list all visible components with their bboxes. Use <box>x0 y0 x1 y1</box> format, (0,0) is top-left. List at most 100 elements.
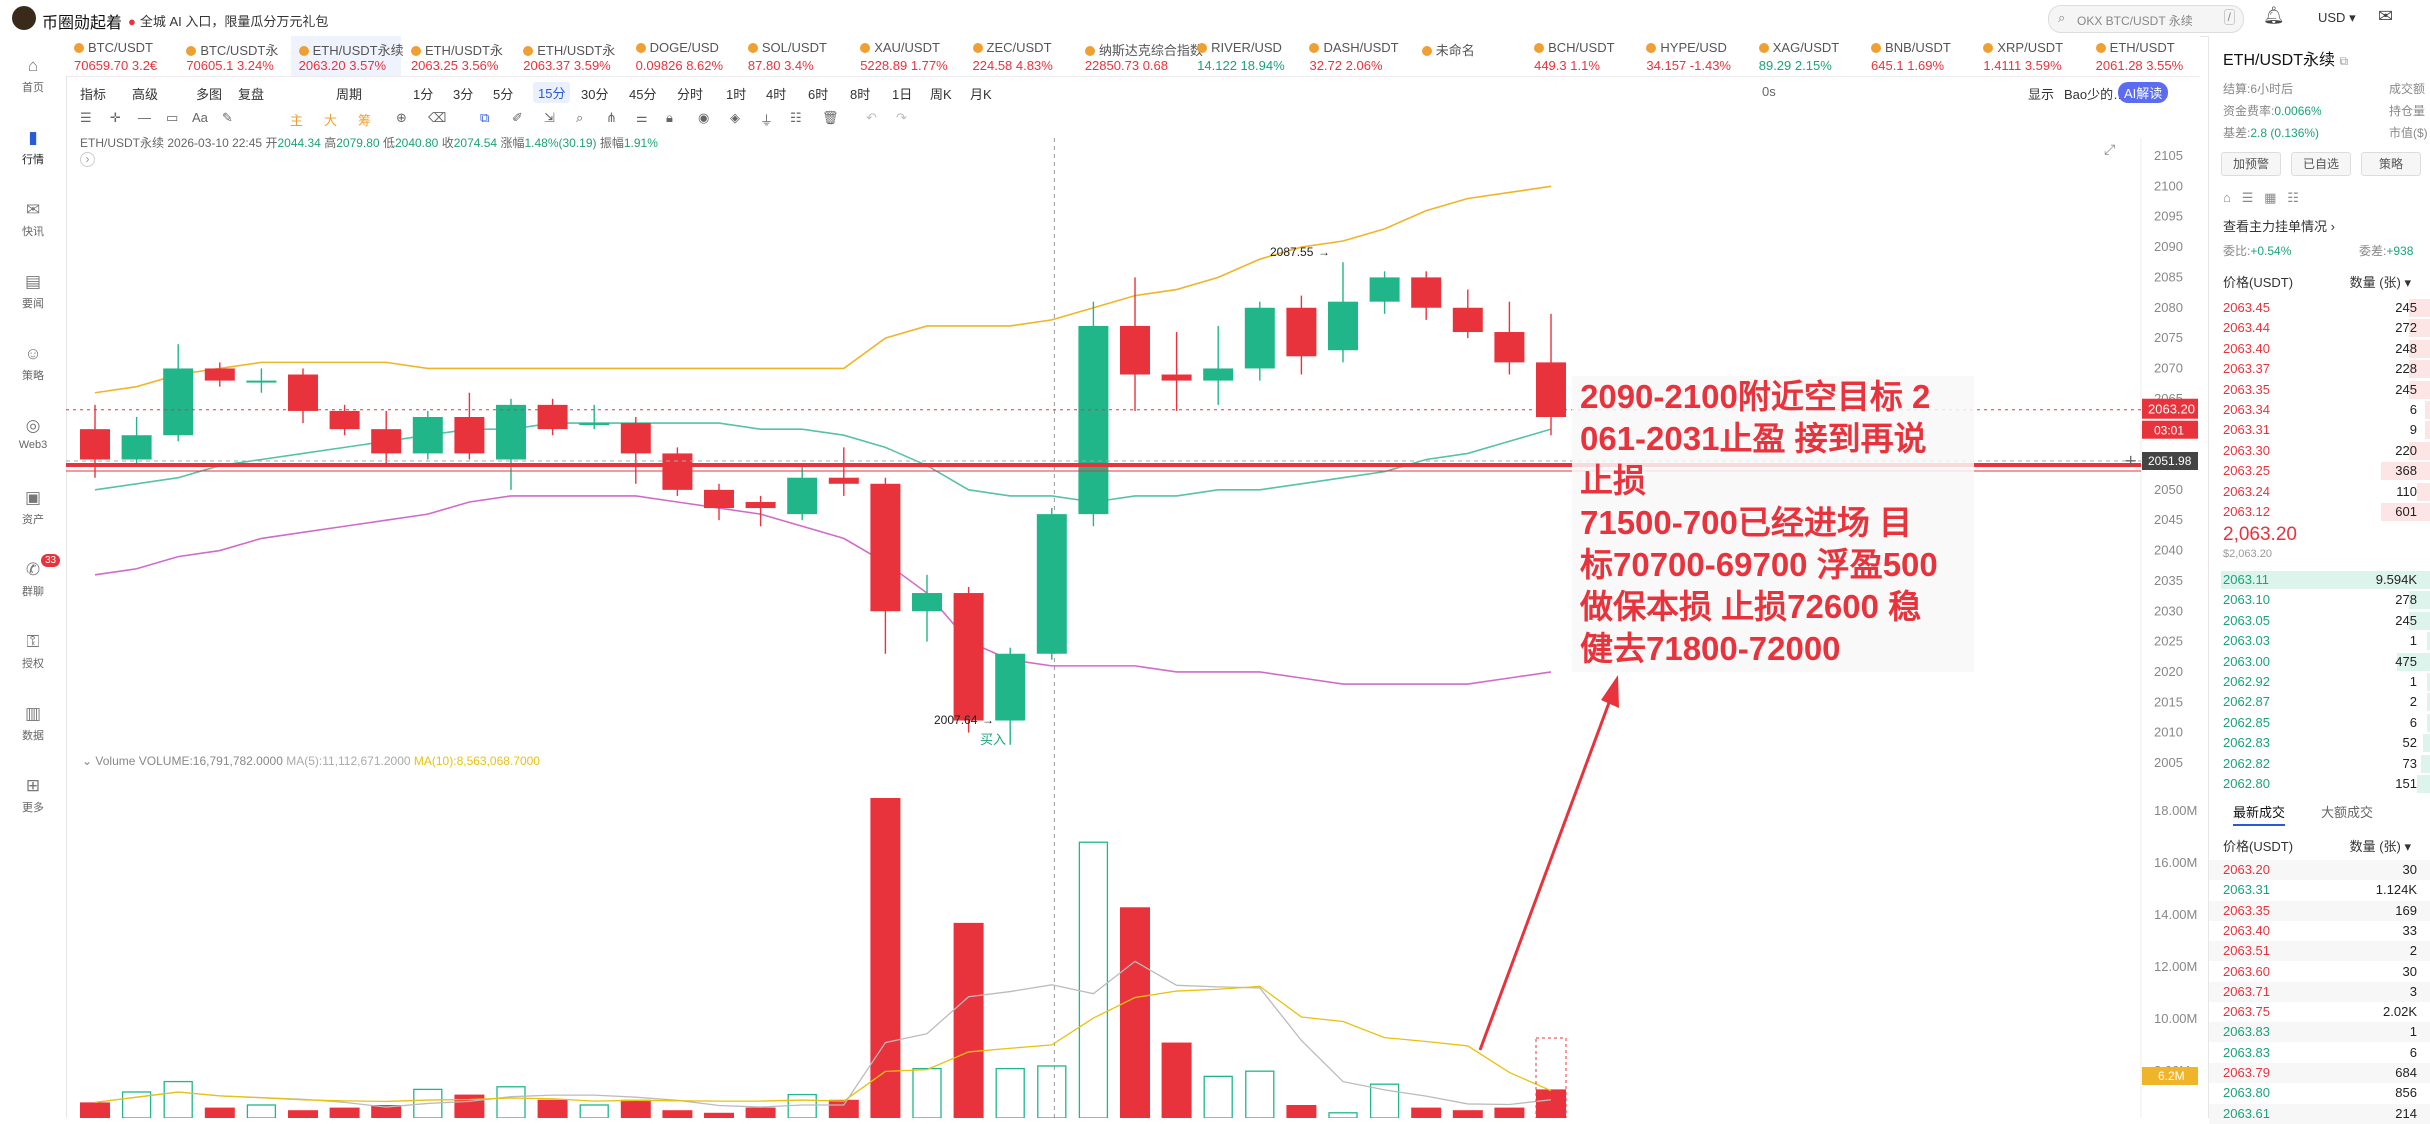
magnet-icon[interactable]: ⋔ <box>606 110 617 125</box>
toolbar-item-16[interactable]: 1日 <box>892 87 913 102</box>
volume-bar[interactable] <box>1494 1107 1525 1118</box>
candle-body[interactable] <box>329 410 360 430</box>
orderbook-row[interactable]: 2062.83 52 <box>2209 733 2430 753</box>
candle-body[interactable] <box>246 380 277 383</box>
ticker-tab[interactable]: BTC/USDT永 70605.1 3.24% <box>178 36 288 76</box>
crosshair-icon[interactable]: ✛ <box>110 110 121 125</box>
candle-body[interactable] <box>787 477 818 515</box>
candle-body[interactable] <box>412 417 443 454</box>
orderbook-row[interactable]: 2063.30 220 <box>2209 441 2430 461</box>
mail-icon[interactable]: ✉︎ <box>2378 6 2394 26</box>
volume-bar[interactable] <box>454 1094 485 1118</box>
volume-bar[interactable] <box>995 1067 1025 1118</box>
toolbar-item-11[interactable]: 分时 <box>677 87 704 102</box>
orderbook-qty-header[interactable]: 数量 (张) ▾ <box>2349 275 2411 290</box>
volume-bar[interactable] <box>288 1110 318 1118</box>
tab-latest-trades[interactable]: 最新成交 <box>2233 802 2286 826</box>
volume-bar[interactable] <box>1245 1070 1275 1118</box>
sidebar-item-10[interactable]: ⊞ 更多 <box>0 776 66 815</box>
annotation-arrow[interactable] <box>1478 691 1615 1051</box>
toolbar-item-2[interactable]: 多图 <box>196 87 223 102</box>
ticker-tab[interactable]: ZEC/USDT 224.58 4.83% <box>965 36 1075 76</box>
candle-body[interactable] <box>496 404 526 460</box>
candle-body[interactable] <box>870 483 901 612</box>
sidebar-item-3[interactable]: ▤ 要闻 <box>0 272 66 311</box>
sidebar-item-8[interactable]: ⚿ 授权 <box>0 632 66 671</box>
candle-body[interactable] <box>1328 301 1358 351</box>
favorited-button[interactable]: 已自选 <box>2291 152 2351 176</box>
orderbook-row[interactable]: 2062.87 2 <box>2209 692 2430 712</box>
candle-body[interactable] <box>579 423 610 426</box>
ticker-tab[interactable]: ETH/USDT永 2063.37 3.59% <box>515 36 625 76</box>
volume-bar[interactable] <box>1286 1104 1317 1118</box>
redo-icon[interactable]: ↷ <box>896 110 907 125</box>
fullscreen-icon[interactable]: ⤢ <box>2104 141 2115 157</box>
orderbook-row[interactable]: 2063.44 272 <box>2209 318 2430 338</box>
select-icon[interactable]: ⧉ <box>480 110 490 125</box>
menu-icon[interactable]: ☰ <box>80 110 92 125</box>
app-logo[interactable] <box>12 6 36 30</box>
toolbar-right-2[interactable]: Bao少的… <box>2064 87 2127 102</box>
pen-icon[interactable]: ✐ <box>512 110 523 125</box>
add-alert-button[interactable]: 加预警 <box>2221 152 2281 176</box>
search-input[interactable]: ⌕ OKX BTC/USDT 永续 / <box>2048 5 2244 33</box>
currency-select[interactable]: USD ▾ <box>2318 10 2356 25</box>
toolbar-item-9[interactable]: 30分 <box>581 87 609 102</box>
rect-tool-icon[interactable]: ▭ <box>166 110 179 125</box>
ticker-tab[interactable]: BTC/USDT 70659.70 3.2€ <box>66 36 176 76</box>
toolbar-right-0[interactable]: 0s <box>1762 84 1776 99</box>
ticker-tab[interactable]: ETH/USDT永续 2063.20 3.57% <box>290 36 404 76</box>
toolbar-item-4[interactable]: 周期 <box>336 87 363 102</box>
text-tool-icon[interactable]: Aa <box>192 110 208 125</box>
orderbook-row[interactable]: 2063.37 228 <box>2209 359 2430 379</box>
orderbook-row[interactable]: 2062.92 1 <box>2209 672 2430 692</box>
volume-bar[interactable] <box>204 1107 235 1118</box>
toolbar-item-5[interactable]: 1分 <box>413 87 434 102</box>
volume-bar[interactable] <box>1328 1112 1358 1118</box>
sidebar-item-5[interactable]: ◎ Web3 <box>0 416 66 451</box>
trades-qty-header[interactable]: 数量 (张) ▾ <box>2349 839 2411 854</box>
sidebar-item-0[interactable]: ⌂ 首页 <box>0 56 66 95</box>
ticker-tab[interactable]: BCH/USDT 449.3 1.1% <box>1526 36 1636 76</box>
toolbar-item-15[interactable]: 8时 <box>850 87 871 102</box>
main-indicator-label[interactable]: 主 <box>290 113 304 128</box>
volume-bar[interactable] <box>704 1112 734 1118</box>
candle-body[interactable] <box>1536 362 1566 418</box>
orderbook-view-icons[interactable]: ⌂ ☰ ▦ ☷ <box>2223 190 2299 205</box>
orderbook-row[interactable]: 2063.10 278 <box>2209 590 2430 610</box>
ticker-tab[interactable]: ETH/USDT 2061.28 3.55% <box>2088 36 2198 76</box>
candle-body[interactable] <box>953 593 984 721</box>
volume-bar[interactable] <box>579 1104 609 1118</box>
ticker-tab[interactable]: XRP/USDT 1.4111 3.59% <box>1975 36 2085 76</box>
toolbar-item-13[interactable]: 4时 <box>766 87 787 102</box>
orderbook-row[interactable]: 2063.05 245 <box>2209 611 2430 631</box>
candle-body[interactable] <box>1369 277 1400 302</box>
volume-bar[interactable] <box>620 1099 651 1118</box>
candle-body[interactable] <box>1161 374 1192 381</box>
ticker-tab[interactable]: DOGE/USD 0.09826 8.62% <box>628 36 738 76</box>
volume-bar[interactable] <box>1120 907 1150 1118</box>
volume-bar[interactable] <box>413 1088 443 1118</box>
candle-body[interactable] <box>80 429 110 460</box>
measure-icon[interactable]: ⇲ <box>544 110 555 125</box>
volume-bar[interactable] <box>787 1093 817 1118</box>
candle-body[interactable] <box>1452 307 1483 333</box>
orderbook-row[interactable]: 2062.80 151 <box>2209 774 2430 794</box>
orderbook-row[interactable]: 2063.40 248 <box>2209 339 2430 359</box>
volume-bar[interactable] <box>1161 1042 1192 1118</box>
sidebar-item-2[interactable]: ✉ 快讯 <box>0 200 66 239</box>
sidebar-item-1[interactable]: ▮ 行情 <box>0 128 66 167</box>
toolbar-right-3[interactable]: AI解读 <box>2118 82 2169 103</box>
zoom-icon[interactable]: ⌕ <box>576 110 584 125</box>
toolbar-item-17[interactable]: 周K <box>930 87 952 102</box>
stack-icon[interactable]: ☷ <box>790 110 802 125</box>
price-chart[interactable]: 2105210020952090208520802075207020652060… <box>66 138 2206 1118</box>
candle-body[interactable] <box>745 501 776 509</box>
candle-body[interactable] <box>620 423 651 454</box>
big-indicator-label[interactable]: 大 <box>324 113 338 128</box>
toolbar-right-1[interactable]: 显示 <box>2028 87 2055 102</box>
orderbook-row[interactable]: 2063.25 368 <box>2209 461 2430 481</box>
volume-bar[interactable] <box>870 798 901 1118</box>
sidebar-item-9[interactable]: ▥ 数据 <box>0 704 66 743</box>
orderbook-row[interactable]: 2063.35 245 <box>2209 380 2430 400</box>
